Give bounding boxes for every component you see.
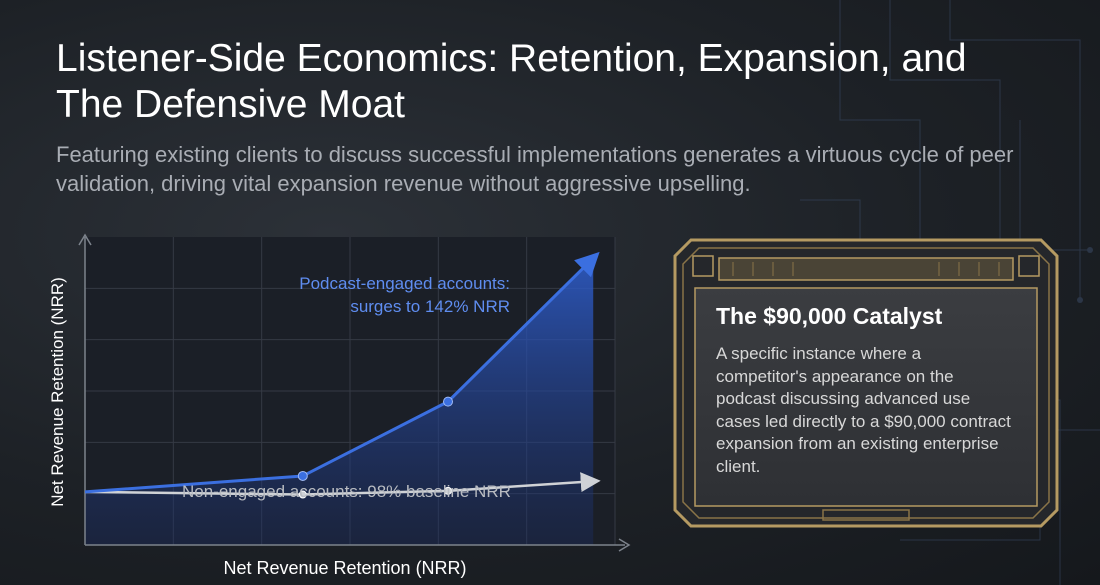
card-ornate-frame [673, 238, 1059, 528]
page-title: Listener-Side Economics: Retention, Expa… [56, 37, 967, 126]
non-engaged-data-point [444, 486, 453, 495]
non-engaged-series-line [84, 472, 601, 496]
card-title: The $90,000 Catalyst [716, 303, 943, 329]
engaged-annotation: Podcast-engaged accounts: surges to 142%… [180, 272, 510, 318]
y-axis-arrow [78, 233, 92, 246]
x-axis-label: Net Revenue Retention (NRR) [223, 558, 467, 578]
y-axis-label: Net Revenue Retention (NRR) [48, 277, 67, 507]
non-engaged-annotation: Non-engaged accounts: 98% baseline NRR [182, 482, 511, 501]
x-axis-arrow [618, 538, 631, 552]
engaged-area-fill [85, 258, 594, 545]
engaged-annotation-line2: surges to 142% NRR [350, 297, 510, 316]
engaged-data-point [443, 396, 454, 407]
page-subtitle: Featuring existing clients to discuss su… [56, 142, 1014, 196]
nrr-line-chart [78, 233, 631, 552]
non-engaged-data-point [298, 490, 307, 499]
engaged-annotation-line1: Podcast-engaged accounts: [299, 274, 510, 293]
engaged-series-line [84, 251, 600, 494]
card-body: A specific instance where a competitor's… [716, 344, 1011, 476]
engaged-data-point [297, 470, 308, 481]
catalyst-card [673, 238, 1059, 528]
